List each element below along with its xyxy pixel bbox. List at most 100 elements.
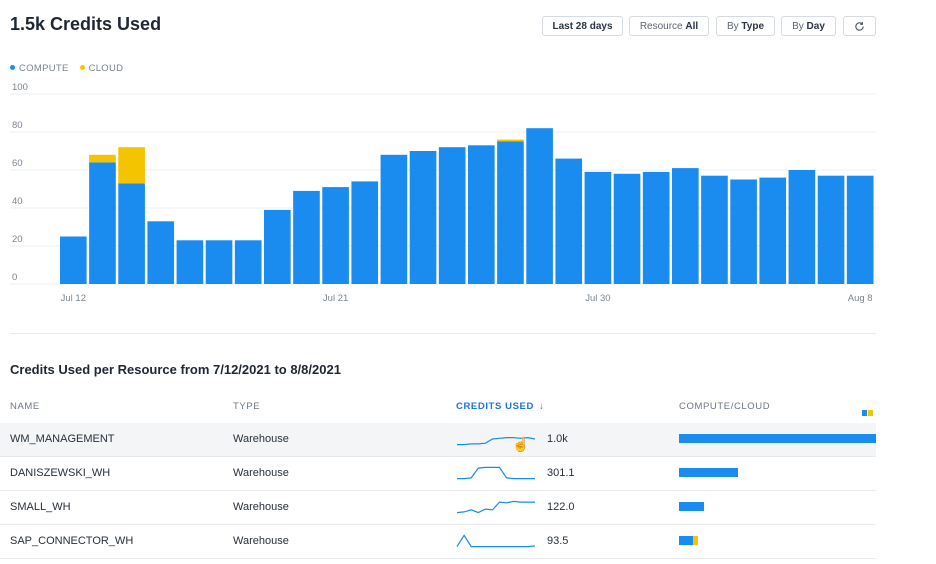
group-by-day-value: Day xyxy=(806,21,825,32)
cloud-dot-icon xyxy=(79,65,85,70)
page-title: 1.5k Credits Used xyxy=(10,14,162,34)
column-header-type[interactable]: TYPE xyxy=(233,401,261,412)
bar-cloud xyxy=(497,139,524,142)
x-tick-label: Jul 21 xyxy=(323,293,348,304)
table-row[interactable]: WM_MANAGEMENT Warehouse 1.0k xyxy=(0,423,876,457)
bar-compute xyxy=(147,221,175,284)
bar-compute xyxy=(555,158,583,284)
date-range-button[interactable]: Last 28 days xyxy=(542,16,623,36)
hand-pointer-icon: ☝ xyxy=(512,436,530,452)
bar-compute xyxy=(409,151,437,284)
compute-segment xyxy=(679,502,704,511)
group-by-type-button[interactable]: By Type xyxy=(716,16,775,36)
compute-segment xyxy=(679,468,739,477)
resource-filter-value: All xyxy=(685,21,699,32)
bar-compute xyxy=(701,175,728,284)
credits-value: 1.0k xyxy=(547,433,568,445)
table-title: Credits Used per Resource from 7/12/2021… xyxy=(10,362,341,377)
credits-sparkline xyxy=(457,436,536,446)
legend-item-cloud[interactable]: CLOUD xyxy=(79,63,124,74)
table-row[interactable]: SAP_CONNECTOR_WH Warehouse 93.5 xyxy=(0,525,876,559)
column-header-credits[interactable]: CREDITS USED ↓ xyxy=(456,401,544,412)
bar-compute xyxy=(788,170,816,284)
credits-sparkline xyxy=(456,500,535,514)
sparkline-path xyxy=(457,466,535,480)
y-tick-label: 20 xyxy=(12,234,23,245)
bar-compute xyxy=(118,183,145,284)
column-header-name[interactable]: NAME xyxy=(10,401,40,412)
compute-cloud-legend-icon xyxy=(862,403,874,421)
x-tick-label: Jul 12 xyxy=(61,293,86,304)
legend-label-cloud: CLOUD xyxy=(88,63,124,74)
bar-compute xyxy=(176,240,204,284)
bar-compute xyxy=(380,154,408,284)
refresh-button[interactable] xyxy=(843,16,876,36)
sparkline-path xyxy=(457,436,536,446)
resource-name: DANISZEWSKI_WH xyxy=(10,467,111,479)
credits-bar-chart: 0 20 40 60 80 100 Jul 12 Jul 21 Jul 30 Aug 8 xyxy=(10,82,876,304)
x-tick-label: Aug 8 xyxy=(848,293,873,304)
bar-cloud xyxy=(118,147,145,184)
credits-value: 122.0 xyxy=(547,501,575,513)
bar-compute xyxy=(846,175,874,284)
credits-value: 93.5 xyxy=(547,535,569,547)
resource-filter-label: Resource xyxy=(639,21,683,32)
bar-compute xyxy=(759,177,787,284)
compute-cloud-bar xyxy=(679,468,739,477)
refresh-icon xyxy=(855,22,864,31)
compute-cloud-bar xyxy=(679,502,704,511)
table-row[interactable]: DANISZEWSKI_WH Warehouse 301.1 xyxy=(0,457,876,491)
toolbar: Last 28 days Resource All By Type By Day xyxy=(0,16,936,38)
resource-name: SAP_CONNECTOR_WH xyxy=(10,535,134,547)
column-header-compute-cloud[interactable]: COMPUTE/CLOUD xyxy=(679,401,771,412)
y-tick-label: 0 xyxy=(12,272,17,283)
sparkline-path xyxy=(456,534,536,548)
bar-compute xyxy=(351,181,379,284)
bar-compute xyxy=(497,141,524,284)
group-by-label: By xyxy=(726,21,739,32)
compute-segment xyxy=(679,434,876,443)
bar-compute xyxy=(264,209,291,284)
group-by-type-value: Type xyxy=(741,21,765,32)
compute-segment xyxy=(679,536,694,545)
legend-item-compute[interactable]: COMPUTE xyxy=(10,63,72,74)
resource-filter-button[interactable]: Resource All xyxy=(629,16,709,36)
credits-sparkline xyxy=(456,534,536,548)
bar-compute xyxy=(468,145,495,284)
bar-compute xyxy=(672,168,699,284)
bar-compute xyxy=(438,147,466,284)
legend-label-compute: COMPUTE xyxy=(19,63,69,74)
column-header-credits-label: CREDITS USED xyxy=(456,401,534,412)
resource-type: Warehouse xyxy=(233,467,289,479)
resource-name: WM_MANAGEMENT xyxy=(10,433,115,445)
table-row[interactable]: SMALL_WH Warehouse 122.0 xyxy=(0,491,876,525)
resource-name: SMALL_WH xyxy=(10,501,71,513)
bar-compute xyxy=(526,128,553,284)
group-by-day-button[interactable]: By Day xyxy=(781,16,836,36)
y-tick-label: 60 xyxy=(12,158,23,169)
date-range-label: Last 28 days xyxy=(552,21,613,32)
section-divider xyxy=(10,333,876,334)
bar-compute xyxy=(730,179,757,284)
bar-compute xyxy=(613,173,641,284)
bar-compute xyxy=(817,175,845,284)
compute-dot-icon xyxy=(10,65,15,70)
sparkline-path xyxy=(456,500,535,514)
bar-compute xyxy=(89,162,116,284)
y-tick-label: 100 xyxy=(12,82,28,93)
bar-compute xyxy=(293,190,320,284)
resource-type: Warehouse xyxy=(233,535,289,547)
compute-cloud-bar xyxy=(679,434,876,443)
group-by-day-label: By xyxy=(792,21,804,32)
compute-cloud-bar xyxy=(679,536,699,545)
bar-compute xyxy=(322,187,349,284)
bar-cloud xyxy=(89,154,116,163)
credits-sparkline xyxy=(457,466,535,480)
chart-legend: COMPUTE CLOUD xyxy=(10,63,131,74)
resource-type: Warehouse xyxy=(233,501,289,513)
cloud-segment xyxy=(693,536,699,545)
bar-compute xyxy=(584,171,612,284)
sort-arrow-down-icon: ↓ xyxy=(538,401,545,412)
bar-compute xyxy=(205,240,233,284)
credits-value: 301.1 xyxy=(547,467,575,479)
